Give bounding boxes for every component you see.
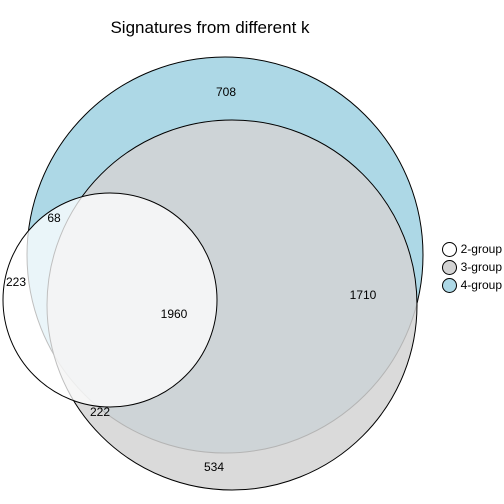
label-only3: 534 — [204, 460, 224, 474]
legend-item-4-group: 4-group — [442, 276, 502, 294]
label-only23b: 222 — [90, 405, 110, 419]
legend-label: 3-group — [461, 260, 502, 274]
legend-swatch-3-group — [442, 260, 457, 275]
circle-2-group — [3, 193, 217, 407]
label-only23: 68 — [47, 211, 60, 225]
label-only2: 223 — [6, 275, 26, 289]
legend-swatch-2-group — [442, 242, 457, 257]
label-only34: 1710 — [350, 288, 377, 302]
venn-svg — [0, 0, 504, 504]
legend-label: 4-group — [461, 278, 502, 292]
venn-diagram: Signatures from different k 708 68 223 1… — [0, 0, 504, 504]
label-center234: 1960 — [161, 307, 188, 321]
legend: 2-group 3-group 4-group — [442, 240, 502, 294]
legend-item-3-group: 3-group — [442, 258, 502, 276]
label-only4: 708 — [216, 85, 236, 99]
legend-item-2-group: 2-group — [442, 240, 502, 258]
legend-label: 2-group — [461, 242, 502, 256]
legend-swatch-4-group — [442, 278, 457, 293]
